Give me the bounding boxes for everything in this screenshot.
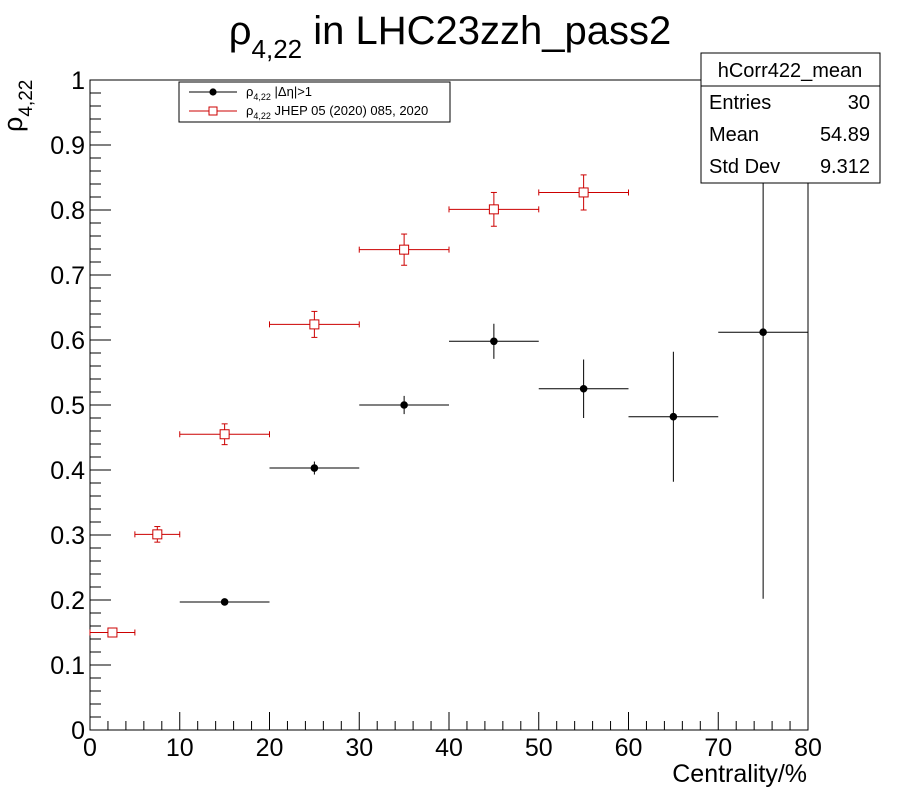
y-tick-label: 0 — [71, 717, 85, 745]
y-tick-label: 0.3 — [50, 522, 85, 550]
x-tick-label: 30 — [345, 734, 373, 762]
chart-title: ρ4,22 in LHC23zzh_pass2 — [229, 9, 671, 64]
legend-marker-red — [208, 106, 218, 116]
point-s0-p6 — [759, 328, 767, 337]
stats-value-entries: 30 — [848, 92, 870, 114]
data-marks — [89, 65, 808, 638]
point-s0-p2 — [400, 401, 408, 409]
y-tick-label: 0.7 — [50, 262, 85, 290]
legend-box — [178, 81, 451, 123]
stats-value-stddev: 9.312 — [820, 156, 870, 178]
y-tick-label: 0.2 — [50, 587, 85, 615]
x-tick-label: 20 — [256, 734, 284, 762]
stats-label-stddev: Std Dev — [709, 156, 780, 178]
point-s0-p1 — [310, 464, 319, 472]
point-s0-p0 — [220, 598, 229, 606]
stats-label-mean: Mean — [709, 124, 759, 146]
stats-title: hCorr422_mean — [718, 60, 863, 82]
point-s1-p3 — [309, 319, 320, 330]
legend: ρ4,22 |Δη|>1 ρ4,22 JHEP 05 (2020) 085, 2… — [178, 81, 451, 123]
point-s1-p0 — [107, 627, 118, 638]
axis-tick-labels: 0 10 20 30 40 50 60 70 80 0 0.1 0.2 0.3 0.4 0.5 0.6 0.7 0… — [50, 67, 822, 762]
x-axis-label: Centrality/% — [672, 760, 807, 788]
legend-entry-1: ρ4,22 |Δη|>1 — [246, 84, 312, 102]
point-s1-p4 — [399, 244, 410, 255]
x-tick-label: 10 — [166, 734, 194, 762]
x-tick-label: 40 — [435, 734, 463, 762]
y-axis-label: ρ4,22 — [0, 80, 37, 132]
x-tick-label: 50 — [525, 734, 553, 762]
point-s0-p4 — [579, 384, 588, 393]
y-tick-label: 0.1 — [50, 652, 85, 680]
y-tick-label: 1 — [71, 67, 85, 95]
legend-marker-black — [209, 88, 217, 96]
point-s1-p6 — [578, 187, 589, 198]
axis-ticks — [89, 79, 809, 731]
y-tick-label: 0.6 — [50, 327, 85, 355]
x-tick-label: 0 — [83, 734, 97, 762]
y-tick-label: 0.5 — [50, 392, 85, 420]
legend-entry-2: ρ4,22 JHEP 05 (2020) 085, 2020 — [246, 103, 428, 121]
stats-box: hCorr422_mean Entries 30 Mean 54.89 Std … — [700, 52, 881, 184]
y-tick-label: 0.4 — [50, 457, 85, 485]
x-tick-label: 60 — [615, 734, 643, 762]
x-tick-label: 70 — [704, 734, 732, 762]
stats-label-entries: Entries — [709, 92, 771, 114]
point-s1-p1 — [152, 529, 163, 540]
point-s1-p5 — [488, 204, 499, 215]
point-s0-p5 — [669, 412, 678, 421]
x-tick-label: 80 — [794, 734, 822, 762]
point-s0-p3 — [490, 337, 498, 346]
point-s1-p2 — [219, 429, 230, 440]
stats-value-mean: 54.89 — [820, 124, 870, 146]
y-tick-label: 0.8 — [50, 197, 85, 225]
y-tick-label: 0.9 — [50, 132, 85, 160]
